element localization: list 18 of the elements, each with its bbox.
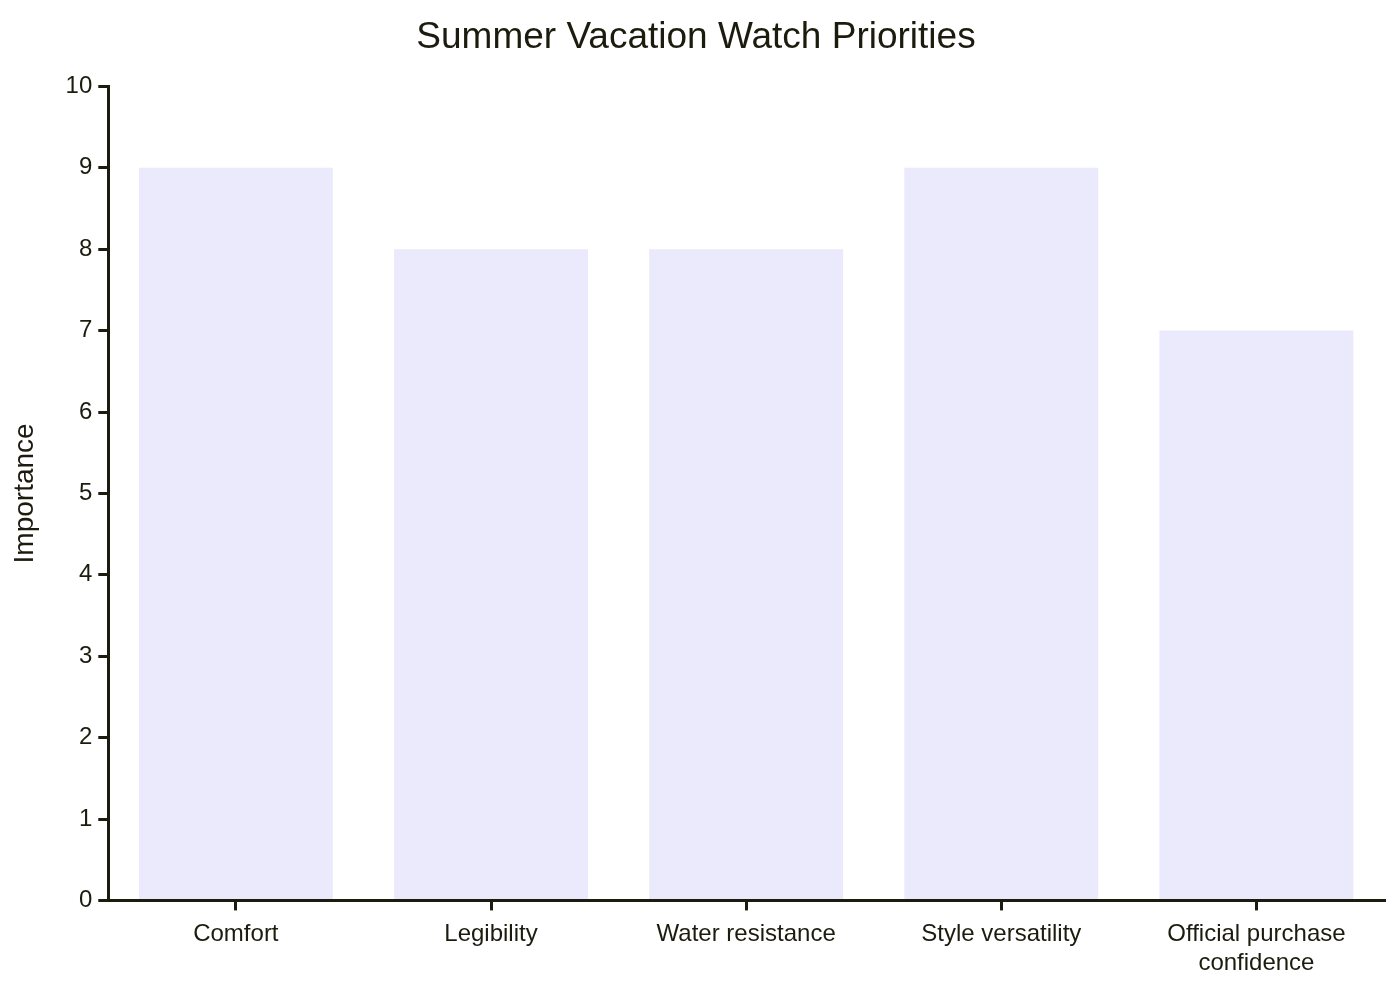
y-tick-label: 5 bbox=[78, 478, 93, 506]
x-tick-label: Legibility bbox=[444, 919, 538, 947]
x-tick-label: Style versatility bbox=[921, 919, 1082, 947]
y-tick-label: 2 bbox=[78, 722, 93, 750]
y-tick-label: 0 bbox=[78, 885, 93, 913]
y-tick-label: 7 bbox=[78, 315, 93, 343]
x-tick-label: Official purchase confidence bbox=[1167, 919, 1346, 976]
y-tick-label: 6 bbox=[78, 396, 93, 424]
y-tick-label: 9 bbox=[78, 152, 93, 180]
y-tick-label: 4 bbox=[78, 559, 93, 587]
y-axis-title: Importance bbox=[7, 423, 39, 564]
x-tick-label: Water resistance bbox=[656, 919, 836, 947]
y-tick-label: 8 bbox=[78, 233, 93, 261]
y-tick-label: 3 bbox=[78, 640, 93, 668]
y-tick-label: 1 bbox=[78, 803, 93, 831]
x-tick-label: Comfort bbox=[193, 919, 279, 947]
y-tick-label: 10 bbox=[65, 71, 93, 99]
chart-title: Summer Vacation Watch Priorities bbox=[416, 15, 976, 57]
